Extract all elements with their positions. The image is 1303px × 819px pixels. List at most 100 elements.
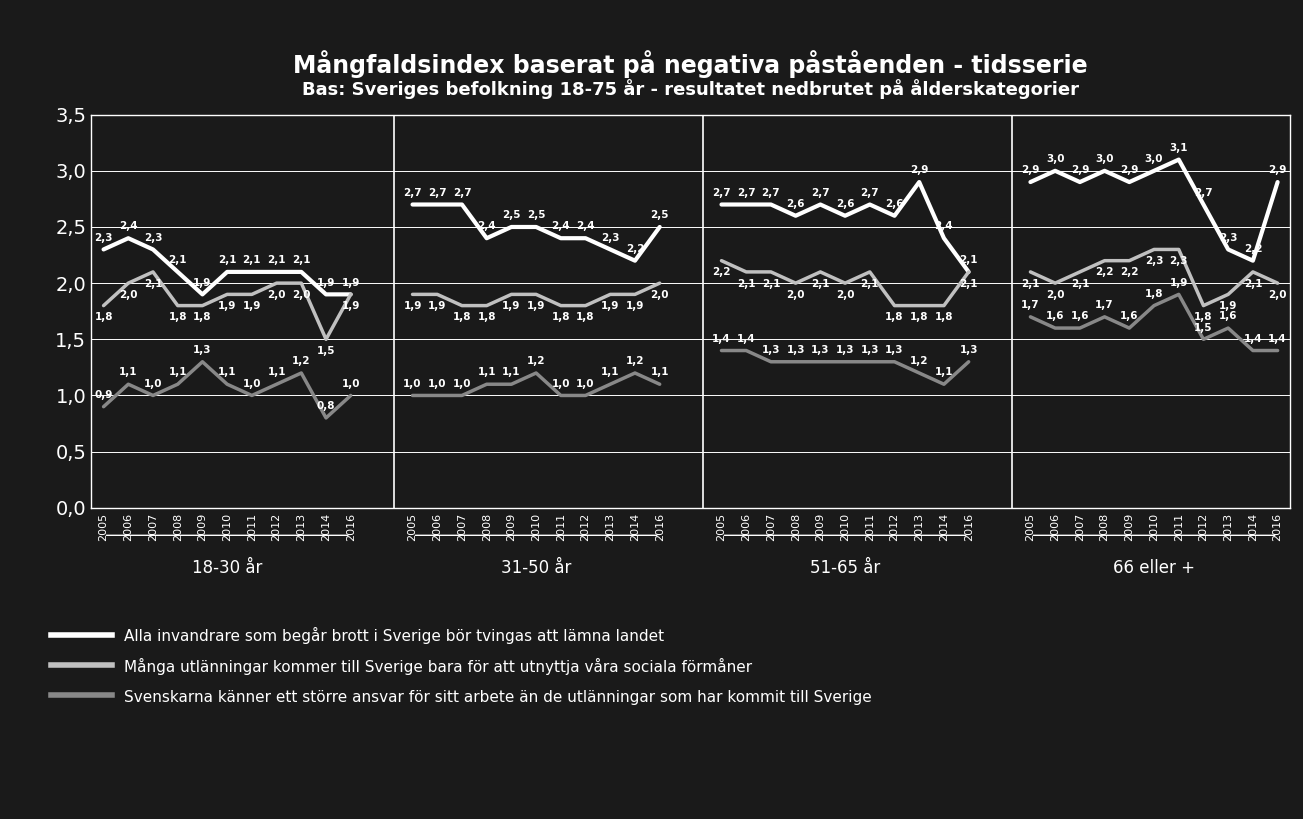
Text: 2,2: 2,2 [1243,244,1263,254]
Text: 51-65 år: 51-65 år [810,559,881,577]
Text: 1,2: 1,2 [909,356,929,366]
Text: 2,7: 2,7 [860,188,880,197]
Text: 1,9: 1,9 [526,301,545,311]
Text: 1,2: 1,2 [292,356,310,366]
Text: 1,9: 1,9 [601,301,619,311]
Text: 2,1: 2,1 [1022,278,1040,288]
Title: Mångfaldsindex baserat på negativa påståenden - tidsserie: Mångfaldsindex baserat på negativa påstå… [293,50,1088,78]
Text: 1,1: 1,1 [601,368,619,378]
Text: 1,8: 1,8 [885,312,904,323]
Text: 3,0: 3,0 [1096,154,1114,164]
Text: 1,6: 1,6 [1218,311,1238,321]
Text: 1,2: 1,2 [526,356,546,366]
Text: 2,9: 2,9 [1121,165,1139,175]
Text: 1,9: 1,9 [341,278,360,287]
Text: 2,3: 2,3 [94,233,113,242]
Text: 1,3: 1,3 [835,345,855,355]
Text: 2,3: 2,3 [1145,256,1164,266]
Text: 2,1: 2,1 [143,278,163,288]
Text: 1,3: 1,3 [860,345,880,355]
Text: 0,9: 0,9 [94,390,113,400]
Text: 2,5: 2,5 [502,210,521,220]
Text: 2,0: 2,0 [119,290,138,300]
Text: 1,9: 1,9 [1220,301,1238,311]
Text: 1,8: 1,8 [1195,312,1213,323]
Text: 2,4: 2,4 [551,221,571,232]
Text: 2,0: 2,0 [787,290,805,300]
Text: 2,0: 2,0 [267,290,285,300]
Text: 1,6: 1,6 [1046,311,1065,321]
Text: 2,1: 2,1 [168,256,186,265]
Text: 2,7: 2,7 [713,188,731,197]
Text: 1,0: 1,0 [551,378,571,389]
Text: 1,4: 1,4 [1243,334,1263,344]
Text: 2,7: 2,7 [737,188,756,197]
Text: 2,1: 2,1 [860,278,880,288]
Text: 1,8: 1,8 [934,312,954,323]
Text: 2,5: 2,5 [650,210,668,220]
Text: 2,0: 2,0 [1268,290,1287,300]
Text: 1,8: 1,8 [193,312,211,323]
Text: 2,0: 2,0 [1046,290,1065,300]
Text: 1,1: 1,1 [502,368,521,378]
Text: 1,1: 1,1 [934,368,954,378]
Text: 1,1: 1,1 [477,368,496,378]
Text: 1,0: 1,0 [143,378,163,389]
Text: 1,9: 1,9 [341,301,360,311]
Text: 1,1: 1,1 [267,368,285,378]
Text: 1,0: 1,0 [341,378,360,389]
Text: 2,1: 2,1 [218,256,236,265]
Text: 2,2: 2,2 [1096,268,1114,278]
Text: 18-30 år: 18-30 år [192,559,262,577]
Text: 2,2: 2,2 [713,268,731,278]
Text: 1,4: 1,4 [713,334,731,344]
Text: 2,7: 2,7 [403,188,422,197]
Text: 2,1: 2,1 [1243,278,1263,288]
Text: 1,3: 1,3 [193,345,211,355]
Text: 2,9: 2,9 [1071,165,1089,175]
Text: 2,1: 2,1 [762,278,780,288]
Text: 31-50 år: 31-50 år [500,559,571,577]
Text: 2,1: 2,1 [810,278,830,288]
Legend: Alla invandrare som begår brott i Sverige bör tvingas att lämna landet, Många ut: Alla invandrare som begår brott i Sverig… [51,627,872,704]
Text: 2,7: 2,7 [810,188,830,197]
Text: 2,1: 2,1 [959,278,979,288]
Text: 1,4: 1,4 [1268,334,1287,344]
Text: 2,4: 2,4 [477,221,496,232]
Text: 1,9: 1,9 [1170,278,1188,287]
Text: 2,3: 2,3 [601,233,619,242]
Text: 2,9: 2,9 [1268,165,1287,175]
Text: 2,7: 2,7 [1194,188,1213,197]
Text: 1,8: 1,8 [168,312,186,323]
Text: 1,0: 1,0 [576,378,594,389]
Text: 1,9: 1,9 [242,301,261,311]
Text: 1,8: 1,8 [477,312,496,323]
Text: 2,1: 2,1 [242,256,261,265]
Text: 1,8: 1,8 [576,312,594,323]
Text: 0,8: 0,8 [317,401,335,411]
Text: 2,0: 2,0 [650,290,668,300]
Text: 2,6: 2,6 [787,199,805,209]
Text: 2,0: 2,0 [835,290,855,300]
Text: 1,3: 1,3 [959,345,979,355]
Text: 3,1: 3,1 [1170,143,1188,153]
Text: 1,3: 1,3 [810,345,830,355]
Text: 2,4: 2,4 [119,221,138,232]
Text: 1,9: 1,9 [218,301,236,311]
Text: 1,9: 1,9 [404,301,422,311]
Text: 1,8: 1,8 [1145,289,1164,299]
Text: 2,7: 2,7 [762,188,780,197]
Text: 2,3: 2,3 [1218,233,1238,242]
Text: 2,4: 2,4 [934,221,954,232]
Text: 3,0: 3,0 [1046,154,1065,164]
Text: 1,0: 1,0 [242,378,261,389]
Text: 2,9: 2,9 [909,165,929,175]
Text: 1,8: 1,8 [94,312,113,323]
Text: 2,0: 2,0 [292,290,310,300]
Text: 1,9: 1,9 [193,278,211,287]
Text: 3,0: 3,0 [1145,154,1164,164]
Text: Bas: Sveriges befolkning 18-75 år - resultatet nedbrutet på ålderskategorier: Bas: Sveriges befolkning 18-75 år - resu… [302,79,1079,99]
Text: 1,6: 1,6 [1071,311,1089,321]
Text: 2,1: 2,1 [959,256,979,265]
Text: 1,9: 1,9 [429,301,447,311]
